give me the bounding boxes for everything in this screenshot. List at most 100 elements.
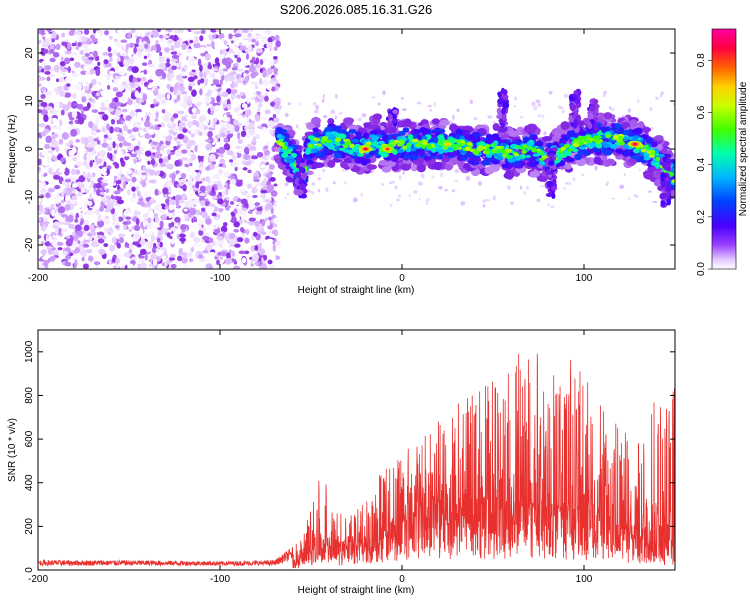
noise-blob <box>260 189 268 194</box>
signal-blob <box>407 134 414 141</box>
noise-blob <box>51 238 58 247</box>
noise-blob <box>214 105 221 110</box>
noise-blob <box>205 218 212 225</box>
noise-blob <box>100 38 107 43</box>
noise-blob <box>262 70 267 78</box>
noise-blob <box>166 72 172 81</box>
noise-blob <box>173 41 181 49</box>
noise-blob <box>116 242 121 249</box>
noise-speckle <box>651 126 654 131</box>
signal-blob <box>390 141 397 146</box>
signal-blob <box>415 143 422 148</box>
noise-speckle <box>357 117 362 122</box>
noise-blob <box>161 213 168 220</box>
noise-blob <box>260 35 268 44</box>
noise-speckle <box>451 188 456 193</box>
noise-blob <box>172 211 176 217</box>
noise-blob <box>109 244 116 252</box>
noise-blob <box>158 56 165 63</box>
signal-blob <box>575 158 587 167</box>
noise-speckle <box>519 185 523 190</box>
spectrogram-noise-region <box>38 29 675 269</box>
noise-blob <box>170 58 178 62</box>
noise-blob <box>74 61 81 68</box>
noise-blob <box>232 197 238 202</box>
noise-blob <box>150 235 156 243</box>
signal-blob <box>567 157 575 163</box>
noise-speckle <box>537 114 542 118</box>
signal-blob <box>402 127 410 133</box>
noise-blob <box>80 198 88 203</box>
noise-blob <box>124 155 129 161</box>
noise-blob <box>88 237 93 241</box>
noise-blob <box>244 75 249 84</box>
noise-blob <box>254 262 260 266</box>
noise-blob <box>220 53 225 58</box>
noise-blob <box>231 66 238 71</box>
noise-speckle <box>659 92 663 98</box>
noise-blob <box>83 114 87 121</box>
noise-blob <box>97 214 102 222</box>
noise-speckle <box>655 96 659 101</box>
noise-blob <box>133 159 137 165</box>
noise-blob <box>268 129 274 135</box>
noise-blob <box>241 103 248 109</box>
noise-blob <box>106 202 114 210</box>
noise-blob <box>64 255 72 260</box>
noise-blob <box>49 255 57 261</box>
noise-blob <box>198 167 206 171</box>
noise-blob <box>231 154 237 161</box>
noise-blob <box>238 188 247 193</box>
noise-blob <box>58 73 62 78</box>
noise-blob <box>141 175 146 180</box>
noise-blob <box>126 188 131 196</box>
signal-blob <box>286 150 292 154</box>
noise-blob <box>174 83 179 89</box>
noise-blob <box>198 131 203 136</box>
noise-blob <box>274 34 280 41</box>
noise-blob <box>275 108 281 114</box>
noise-blob <box>218 163 224 167</box>
noise-blob <box>224 234 230 241</box>
noise-blob <box>51 117 58 122</box>
noise-blob <box>138 184 143 189</box>
noise-blob <box>180 157 188 161</box>
noise-blob <box>75 139 80 143</box>
noise-blob <box>129 181 135 189</box>
noise-blob <box>181 91 188 95</box>
noise-blob <box>144 233 152 238</box>
noise-blob <box>233 106 240 113</box>
noise-blob <box>171 54 180 59</box>
noise-blob <box>47 187 56 193</box>
noise-blob <box>221 91 229 98</box>
noise-blob <box>225 196 230 201</box>
noise-blob <box>140 238 146 246</box>
noise-blob <box>97 220 105 228</box>
noise-blob <box>64 261 72 267</box>
noise-blob <box>129 110 135 118</box>
noise-speckle <box>429 109 433 112</box>
noise-speckle <box>492 195 496 201</box>
noise-blob <box>193 199 200 205</box>
noise-blob <box>89 104 95 109</box>
noise-speckle <box>531 101 536 107</box>
noise-blob <box>244 134 250 139</box>
noise-speckle <box>317 188 321 193</box>
noise-blob <box>42 90 47 95</box>
noise-blob <box>48 73 56 77</box>
noise-blob <box>197 144 203 150</box>
noise-blob <box>61 41 67 46</box>
noise-blob <box>261 79 270 87</box>
noise-blob <box>180 172 187 180</box>
noise-blob <box>202 250 209 254</box>
noise-blob <box>90 180 95 186</box>
noise-speckle <box>454 168 460 174</box>
noise-speckle <box>465 175 471 181</box>
noise-speckle <box>550 205 555 208</box>
noise-blob <box>256 151 264 158</box>
noise-blob <box>49 126 56 130</box>
noise-blob <box>118 252 125 259</box>
noise-blob <box>95 204 100 210</box>
noise-blob <box>170 245 175 254</box>
noise-blob <box>69 85 76 93</box>
